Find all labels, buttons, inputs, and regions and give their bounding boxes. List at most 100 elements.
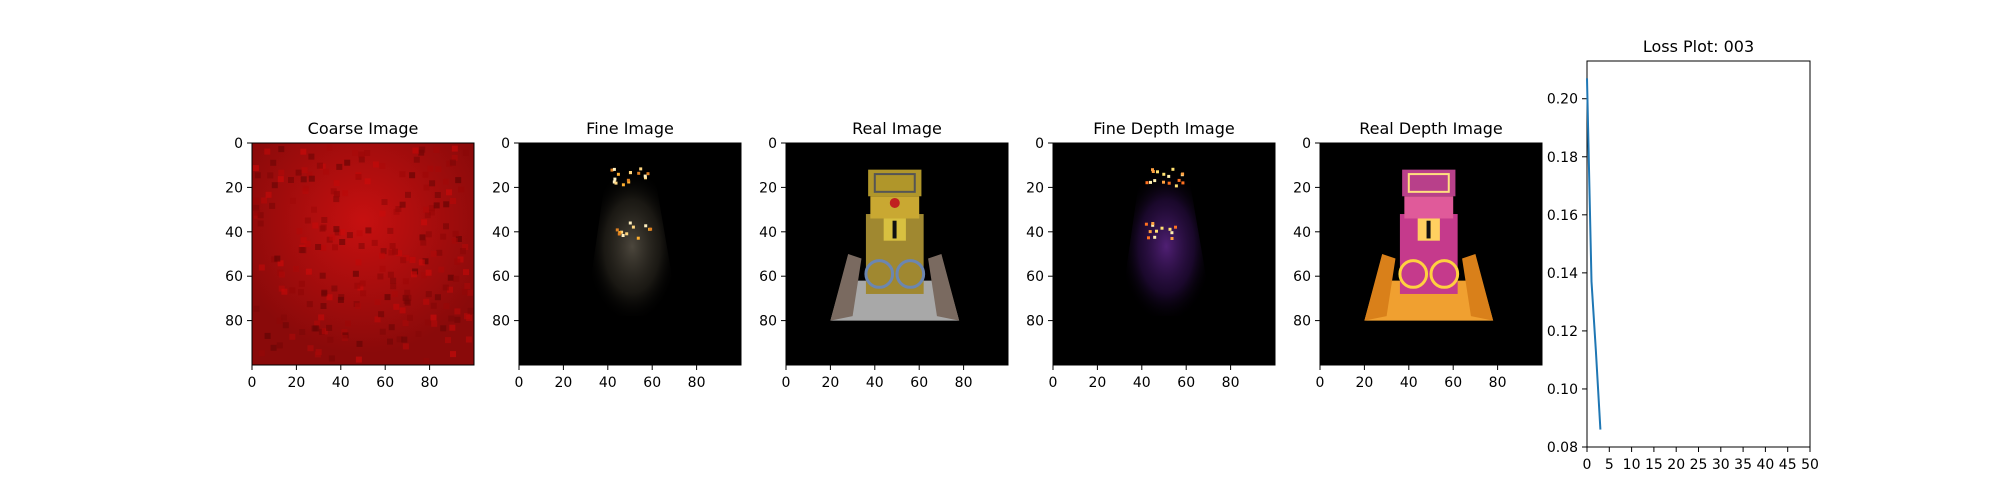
x-tick-label: 0 <box>1316 375 1325 391</box>
number-glyph <box>892 220 897 239</box>
noise-pixel <box>339 239 346 245</box>
noise-pixel <box>289 333 296 340</box>
left-tread <box>1364 254 1396 321</box>
bright-speckle <box>646 172 650 176</box>
noise-pixel <box>357 284 364 291</box>
noise-pixel <box>379 162 386 169</box>
loss-x-tick-label: 5 <box>1605 457 1614 473</box>
loss-x-tick-label: 25 <box>1690 457 1708 473</box>
noise-pixel <box>267 172 274 179</box>
noise-pixel <box>319 272 326 279</box>
noise-pixel <box>402 294 409 301</box>
noise-pixel <box>270 344 277 351</box>
noise-pixel <box>431 320 438 327</box>
x-tick-label: 20 <box>1355 375 1373 391</box>
bright-speckle <box>1170 231 1174 235</box>
noise-pixel <box>427 165 434 172</box>
noise-pixel <box>277 260 284 267</box>
bright-speckle <box>1151 170 1155 173</box>
noise-pixel <box>346 232 353 239</box>
noise-pixel <box>378 252 385 259</box>
x-tick-label: 40 <box>866 375 884 391</box>
y-tick-label: 0 <box>1035 136 1044 152</box>
noise-pixel <box>420 239 427 246</box>
noise-pixel <box>389 243 396 249</box>
bright-speckle <box>1168 227 1172 231</box>
noise-pixel <box>281 288 288 295</box>
bright-speckle <box>1170 237 1174 240</box>
wheel <box>864 259 895 289</box>
bright-speckle <box>621 183 625 187</box>
right-tread <box>928 254 960 321</box>
noise-pixel <box>402 343 409 350</box>
noise-pixel <box>443 303 450 310</box>
noise-pixel <box>314 320 321 327</box>
loss-y-tick-label: 0.10 <box>1547 382 1578 398</box>
noise-pixel <box>421 219 428 226</box>
bright-speckle <box>1167 181 1171 185</box>
bright-speckle <box>1149 180 1152 184</box>
x-tick-label: 80 <box>1489 375 1507 391</box>
noise-pixel <box>453 275 460 282</box>
noise-pixel <box>418 259 425 266</box>
noise-pixel <box>377 273 384 280</box>
y-tick-label: 60 <box>225 269 243 285</box>
noise-pixel <box>424 319 431 326</box>
noise-pixel <box>445 337 451 344</box>
noise-pixel <box>460 248 466 255</box>
bright-speckle <box>1174 225 1177 229</box>
noise-pixel <box>282 322 289 329</box>
noise-pixel <box>387 338 393 345</box>
x-tick-label: 80 <box>421 375 439 391</box>
noise-pixel <box>300 148 307 155</box>
noise-pixel <box>300 247 307 254</box>
x-tick-label: 20 <box>287 375 305 391</box>
noise-pixel <box>425 231 432 238</box>
noise-pixel <box>399 307 406 314</box>
glow-cone <box>585 160 679 317</box>
noise-pixel <box>448 315 455 322</box>
noise-pixel <box>434 294 441 301</box>
noise-pixel <box>293 265 300 272</box>
noise-pixel <box>430 302 437 309</box>
loss-plot: Loss Plot: 003 0 5 10 15 20 25 30 35 40 45 50 0.08 0.… <box>1547 37 1819 473</box>
y-tick-label: 80 <box>1026 314 1044 330</box>
noise-pixel <box>433 202 440 209</box>
noise-pixel <box>446 160 453 167</box>
noise-pixel <box>356 230 363 237</box>
noise-pixel <box>258 264 265 271</box>
noise-pixel <box>356 340 363 347</box>
noise-pixel <box>321 217 328 223</box>
bright-speckle <box>1171 167 1175 171</box>
noise-pixel <box>395 206 402 212</box>
noise-pixel <box>405 191 411 198</box>
bright-speckle <box>1155 229 1158 233</box>
noise-pixel <box>422 258 429 265</box>
bright-speckle <box>639 167 643 171</box>
noise-pixel <box>433 146 440 153</box>
noise-pixel <box>329 234 336 241</box>
noise-pixel <box>407 314 413 321</box>
noise-pixel <box>298 280 305 287</box>
y-tick-label: 20 <box>492 180 510 196</box>
noise-pixel <box>451 154 458 161</box>
bright-speckle <box>1181 172 1185 176</box>
noise-pixel <box>358 156 365 163</box>
noise-pixel <box>380 248 387 255</box>
noise-pixel <box>304 217 311 224</box>
noise-pixel <box>300 176 307 183</box>
noise-pixel <box>308 153 315 160</box>
panel-title: Fine Depth Image <box>1093 119 1234 138</box>
noise-pixel <box>404 289 411 296</box>
noise-pixel <box>401 336 408 343</box>
x-tick-label: 40 <box>1133 375 1151 391</box>
noise-pixel <box>261 197 268 204</box>
noise-pixel <box>304 240 311 247</box>
bright-speckle <box>1151 168 1154 172</box>
noise-pixel <box>265 191 272 198</box>
noise-pixel <box>276 342 283 349</box>
noise-pixel <box>374 299 381 306</box>
red-light <box>889 197 900 208</box>
noise-pixel <box>425 269 432 276</box>
noise-pixel <box>388 324 395 331</box>
